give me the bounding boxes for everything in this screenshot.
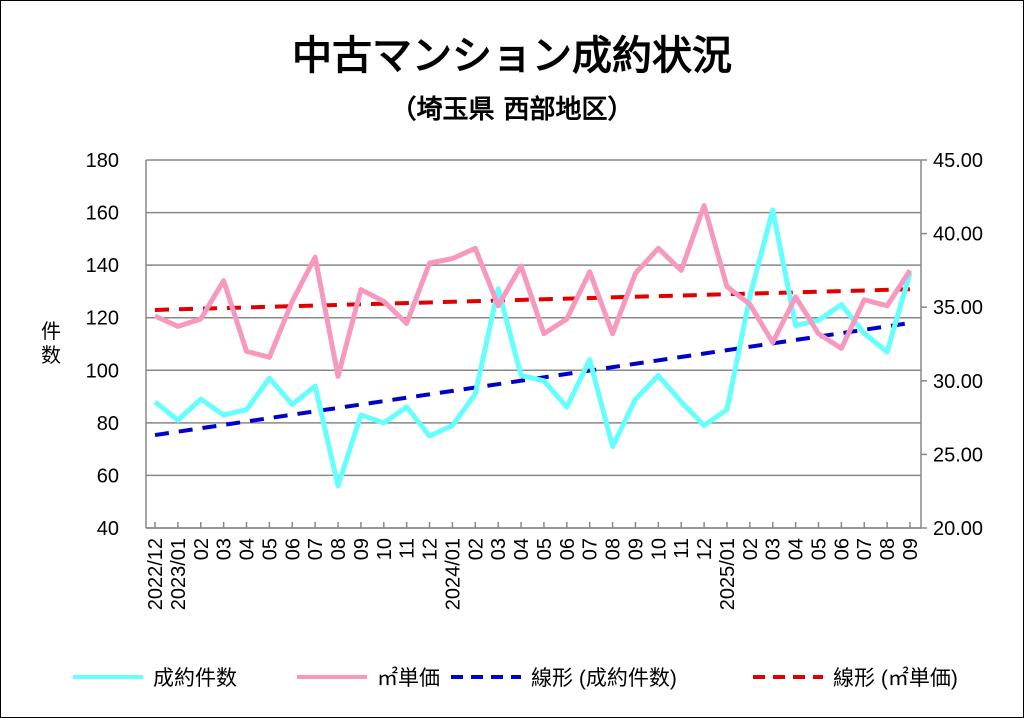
y-right-tick-label: 35.00 [933,297,983,319]
y-right-tick-label: 25.00 [933,444,983,466]
x-tick-label: 07 [305,538,327,560]
x-tick-label: 08 [877,538,899,560]
x-tick-label: 09 [351,538,373,560]
x-tick-label: 05 [534,538,556,560]
x-tick-label: 02 [191,538,213,560]
x-tick-label: 07 [580,538,602,560]
x-tick-label: 05 [808,538,830,560]
trendline [154,320,911,438]
x-tick-label: 03 [488,538,510,560]
chart-title: 中古マンション成約状況 [292,33,732,79]
x-tick-label: 08 [328,538,350,560]
y-left-tick-label: 80 [97,413,119,435]
x-tick-label: 2024/01 [442,538,464,610]
x-tick-label: 06 [831,538,853,560]
y-left-tick-label: 120 [86,308,119,330]
y-left-tick-label: 100 [86,360,119,382]
x-tick-label: 2025/01 [717,538,739,610]
x-tick-label: 10 [648,538,670,560]
x-tick-label: 12 [694,538,716,560]
x-tick-label: 02 [465,538,487,560]
series-line [153,203,913,379]
y-left-tick-label: 40 [97,518,119,540]
x-tick-label: 03 [214,538,236,560]
x-tick-label: 03 [763,538,785,560]
series-line [153,207,913,489]
legend-label: 線形 (成約件数) [531,667,677,690]
y-right-tick-label: 30.00 [933,371,983,393]
x-tick-label: 2022/12 [145,538,167,610]
x-tick-label: 11 [397,538,419,559]
y-right-tick-label: 20.00 [933,518,983,540]
x-tick-label: 09 [900,538,922,560]
y-left-tick-label: 160 [86,203,119,225]
x-tick-label: 02 [740,538,762,560]
x-tick-label: 10 [374,538,396,560]
x-tick-label: 06 [282,538,304,560]
x-tick-label: 04 [237,538,259,560]
x-tick-label: 12 [420,538,442,560]
legend-label: 成約件数 [153,667,237,690]
y-left-tick-label: 60 [97,465,119,487]
y-left-tick-label: 180 [86,150,119,172]
y-left-tick-label: 140 [86,255,119,277]
x-tick-label: 08 [603,538,625,560]
x-tick-label: 04 [511,538,533,560]
x-tick-label: 06 [557,538,579,560]
x-tick-label: 05 [259,538,281,560]
x-tick-label: 2023/01 [168,538,190,610]
chart-subtitle: （埼玉県 西部地区） [390,95,634,125]
y-right-tick-label: 40.00 [933,224,983,246]
x-tick-label: 09 [625,538,647,560]
x-tick-label: 07 [854,538,876,560]
legend-label: ㎡単価 [377,666,440,690]
x-tick-label: 04 [786,538,808,560]
legend-label: 線形 (㎡単価) [833,666,958,690]
y-axis-label: 件数 [41,319,61,367]
trendline [154,287,911,312]
x-tick-label: 11 [671,538,693,559]
y-right-tick-label: 45.00 [933,150,983,172]
